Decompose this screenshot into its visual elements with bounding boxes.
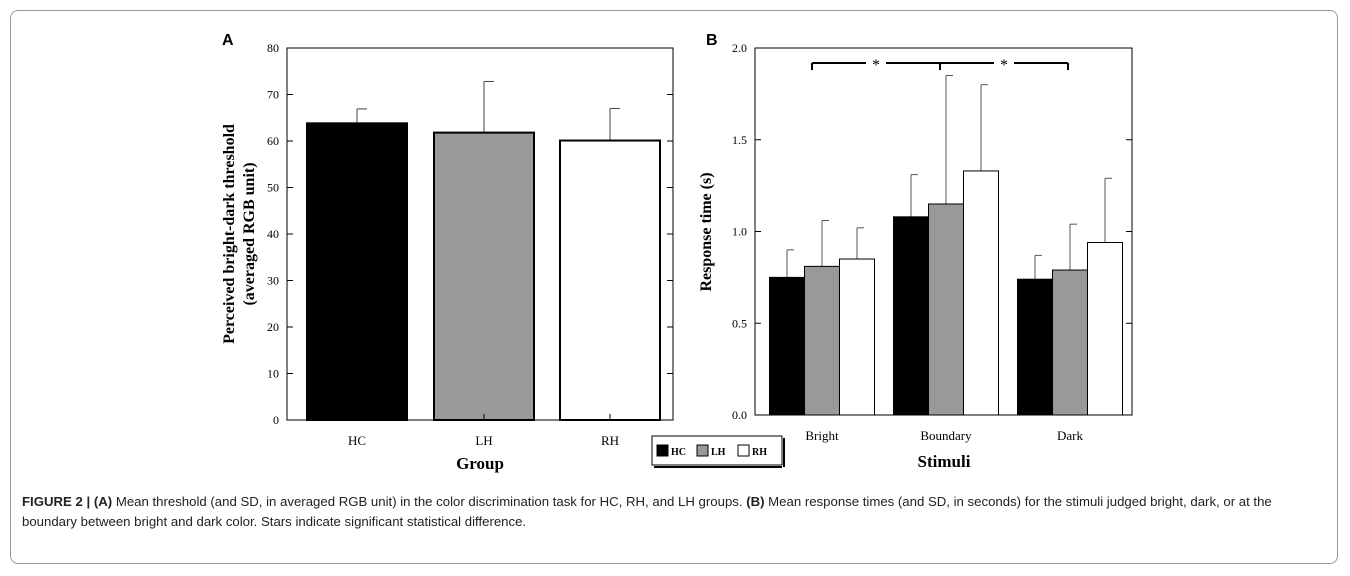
panel-a-ytick-label: 60	[267, 134, 279, 148]
panel-b-bar-dark-hc	[1017, 278, 1053, 416]
panel-a-xtick-label: RH	[601, 433, 619, 448]
significance-star: *	[1000, 57, 1008, 74]
panel-a-ytick-label: 20	[267, 320, 279, 334]
legend-swatch-hc	[656, 444, 669, 457]
panel-b-bar-dark-rh	[1087, 242, 1123, 416]
panel-a-letter: A	[222, 32, 234, 49]
panel-b-letter: B	[706, 32, 718, 49]
significance-star: *	[872, 57, 880, 74]
panel-b-ytick-label: 1.0	[732, 225, 747, 239]
panel-a-xtick-label: LH	[475, 433, 492, 448]
panel-a-bar-lh	[433, 131, 535, 421]
panel-a-xlabel: Group	[456, 454, 504, 473]
panel-b-bar-bright-hc	[769, 276, 805, 416]
panel-b-legend: HC LH RH	[651, 435, 785, 468]
panel-b-ylabel: Response time (s)	[698, 172, 715, 291]
panel-a-bar-rh	[559, 139, 661, 421]
panel-a: A 0 10 20 30 40 50 60 70 80 HC LH RH Group Perceived b…	[221, 32, 674, 473]
panel-a-ytick-label: 30	[267, 274, 279, 288]
panel-b-bar-boundary-hc	[893, 216, 929, 416]
panel-b-ytick-label: 2.0	[732, 41, 747, 55]
caption-part-b-text: Mean response times (and SD, in seconds)…	[22, 494, 1272, 529]
panel-a-ytick-label: 10	[267, 367, 279, 381]
panel-b-bar-boundary-lh	[928, 203, 964, 416]
caption-part-a-text: Mean threshold (and SD, in averaged RGB …	[112, 494, 747, 509]
panel-b-xtick-label: Boundary	[920, 428, 972, 443]
panel-a-ylabel-2: (averaged RGB unit)	[241, 162, 258, 305]
legend-label-rh: RH	[752, 447, 767, 458]
legend-swatch-lh	[696, 444, 709, 457]
panel-a-ylabel-group: Perceived bright-dark threshold (averaged…	[221, 124, 258, 344]
panel-b-ytick-label: 1.5	[732, 133, 747, 147]
legend-label-lh: LH	[711, 447, 726, 458]
legend-label-hc: HC	[671, 447, 686, 458]
panel-a-ytick-label: 0	[273, 413, 279, 427]
panel-b-xtick-label: Bright	[805, 428, 839, 443]
panel-a-ytick-label: 70	[267, 88, 279, 102]
panel-a-bar-hc	[306, 122, 408, 422]
panel-b-ytick-label: 0.0	[732, 408, 747, 422]
panel-b-bar-boundary-rh	[963, 170, 999, 416]
panel-b: B 0.0 0.5 1.0 1.5 2.0 Bright Boundary Dark * * Stim…	[651, 32, 1133, 471]
caption-part-a-tag: (A)	[93, 494, 113, 509]
panel-a-ytick-label: 80	[267, 41, 279, 55]
legend-swatch-rh	[737, 444, 750, 457]
caption-label: FIGURE 2 |	[22, 494, 91, 509]
panel-a-xtick-label: HC	[348, 433, 366, 448]
panel-b-ylabel-group: Response time (s)	[698, 172, 715, 291]
panel-a-ytick-label: 40	[267, 227, 279, 241]
panel-b-xtick-label: Dark	[1057, 428, 1083, 443]
legend-box	[651, 435, 783, 466]
figure-charts: A 0 10 20 30 40 50 60 70 80 HC LH RH Group Perceived b…	[221, 32, 1133, 473]
panel-b-bar-bright-lh	[804, 265, 840, 416]
panel-a-ylabel: Perceived bright-dark threshold	[221, 124, 238, 344]
panel-b-bar-bright-rh	[839, 258, 875, 416]
panel-b-bar-dark-lh	[1052, 269, 1088, 416]
panel-b-xlabel: Stimuli	[918, 452, 971, 471]
caption-part-b-tag: (B)	[746, 494, 765, 509]
figure-caption: FIGURE 2 | (A) Mean threshold (and SD, i…	[22, 492, 1322, 532]
panel-a-ytick-label: 50	[267, 181, 279, 195]
panel-b-ytick-label: 0.5	[732, 316, 747, 330]
